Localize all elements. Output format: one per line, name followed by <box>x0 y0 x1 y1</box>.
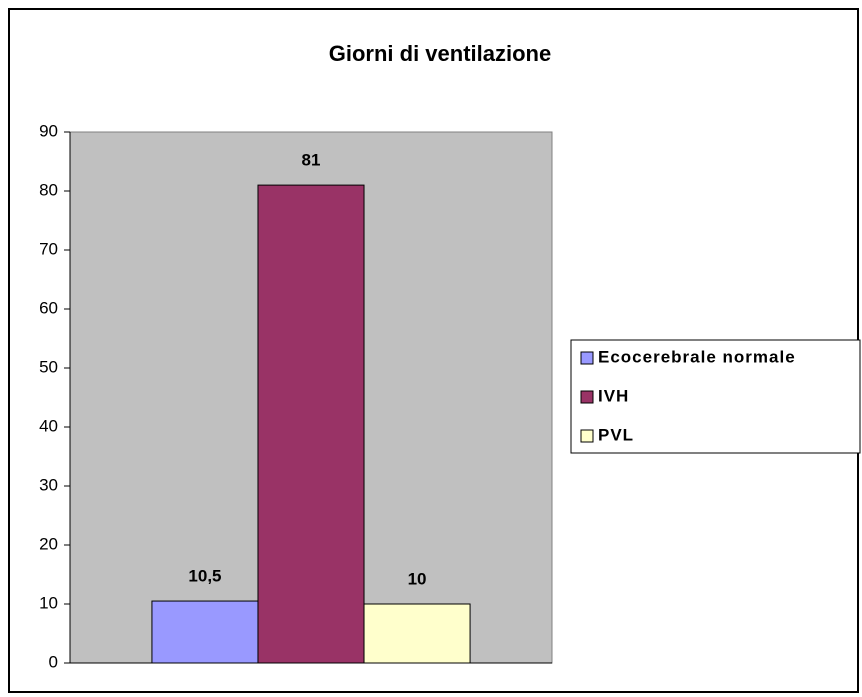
y-tick-label: 40 <box>39 416 58 435</box>
y-tick-label: 60 <box>39 298 58 317</box>
bar <box>151 600 259 664</box>
y-tick-label: 50 <box>39 357 58 376</box>
y-tick-label: 70 <box>39 239 58 258</box>
legend-label: Ecocerebrale normale <box>598 347 796 366</box>
y-tick-label: 20 <box>39 534 58 553</box>
y-tick-label: 30 <box>39 475 58 494</box>
value-label: 10,5 <box>188 567 221 586</box>
chart-title: Giorni di ventilazione <box>329 41 551 66</box>
bar <box>257 184 365 664</box>
legend-swatch <box>580 351 594 365</box>
value-label: 10 <box>408 569 427 588</box>
legend <box>570 339 861 454</box>
value-label: 81 <box>302 151 321 170</box>
y-tick-label: 80 <box>39 180 58 199</box>
legend-swatch <box>580 429 594 443</box>
legend-label: IVH <box>598 386 629 405</box>
y-tick-label: 90 <box>39 121 58 140</box>
legend-swatch <box>580 390 594 404</box>
bar <box>363 603 471 664</box>
legend-label: PVL <box>598 425 634 444</box>
y-tick-label: 0 <box>49 652 58 671</box>
y-tick-label: 10 <box>39 593 58 612</box>
